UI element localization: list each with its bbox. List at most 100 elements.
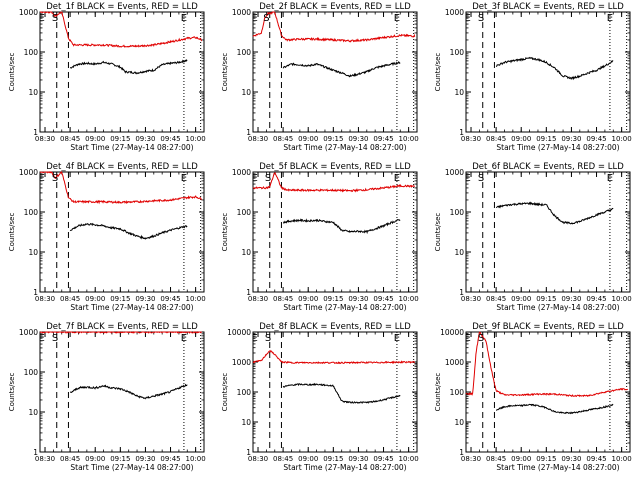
- x-tick-label: 08:45: [273, 455, 293, 463]
- event-marker-label: S: [265, 333, 271, 344]
- event-marker-label: E: [607, 13, 613, 24]
- panel-6: Det_6f BLACK = Events, RED = LLD Counts/s…: [434, 162, 632, 312]
- event-marker-label: S: [478, 13, 484, 24]
- event-marker-label: E: [252, 333, 258, 344]
- y-tick-label: 10: [454, 248, 464, 257]
- x-tick-label: 10:00: [612, 455, 632, 463]
- x-tick-label: 09:45: [160, 295, 180, 303]
- x-tick-label: 09:15: [536, 455, 556, 463]
- x-tick-label: 09:45: [586, 295, 606, 303]
- panel-7: Det_7f BLACK = Events, RED = LLD Counts/s…: [8, 322, 206, 472]
- event-marker-label: E: [465, 13, 471, 24]
- panel-5: Det_5f BLACK = Events, RED = LLD Counts/s…: [221, 162, 419, 312]
- x-tick-label: 09:30: [561, 295, 581, 303]
- chart-title: Det_7f BLACK = Events, RED = LLD: [46, 322, 198, 332]
- panel-9: Det_9f BLACK = Events, RED = LLD Counts/s…: [434, 322, 632, 472]
- y-axis-label: Counts/sec: [8, 53, 16, 92]
- x-tick-label: 08:45: [60, 295, 80, 303]
- x-axis-label: Start Time (27-May-14 08:27:00): [496, 463, 619, 472]
- x-axis-label: Start Time (27-May-14 08:27:00): [496, 303, 619, 312]
- x-tick-label: 09:00: [85, 295, 105, 303]
- y-tick-label: 1: [459, 128, 464, 137]
- y-tick-label: 10000: [440, 328, 464, 337]
- event-marker-label: E: [607, 333, 613, 344]
- chart-title: Det_8f BLACK = Events, RED = LLD: [259, 322, 411, 332]
- x-tick-label: 08:45: [273, 135, 293, 143]
- y-tick-label: 1: [33, 288, 38, 297]
- y-axis-label: Counts/sec: [434, 213, 442, 252]
- x-tick-label: 09:45: [160, 455, 180, 463]
- x-tick-label: 08:30: [461, 295, 481, 303]
- y-tick-label: 10: [28, 248, 38, 257]
- event-marker-label: E: [394, 173, 400, 184]
- x-tick-label: 08:30: [248, 295, 268, 303]
- x-tick-label: 10:00: [399, 295, 419, 303]
- red-lld-series-line: [252, 11, 416, 43]
- y-tick-label: 10: [241, 248, 251, 257]
- y-tick-label: 1: [246, 128, 251, 137]
- chart-title: Det_9f BLACK = Events, RED = LLD: [472, 322, 624, 332]
- y-axis-label: Counts/sec: [221, 213, 229, 252]
- y-tick-label: 10: [241, 418, 251, 427]
- y-tick-label: 100: [237, 388, 252, 397]
- x-tick-label: 09:00: [511, 295, 531, 303]
- event-marker-label: S: [478, 173, 484, 184]
- x-tick-label: 09:00: [85, 135, 105, 143]
- x-axis-label: Start Time (27-May-14 08:27:00): [283, 143, 406, 152]
- event-marker-label: E: [252, 173, 258, 184]
- y-tick-label: 10: [28, 408, 38, 417]
- event-marker-label: E: [39, 333, 45, 344]
- event-marker-label: E: [465, 173, 471, 184]
- x-tick-label: 10:00: [399, 455, 419, 463]
- y-tick-label: 1000: [19, 8, 38, 17]
- panel-4: Det_4f BLACK = Events, RED = LLD Counts/s…: [8, 162, 206, 312]
- x-tick-label: 08:30: [35, 295, 55, 303]
- x-tick-label: 09:00: [298, 135, 318, 143]
- event-marker-label: E: [181, 13, 187, 24]
- panel-2: Det_2f BLACK = Events, RED = LLD Counts/s…: [221, 2, 419, 152]
- y-tick-label: 1000: [445, 8, 464, 17]
- y-axis-label: Counts/sec: [434, 373, 442, 412]
- x-tick-label: 08:30: [248, 455, 268, 463]
- x-tick-label: 09:15: [323, 295, 343, 303]
- panel-1: Det_1f BLACK = Events, RED = LLD Counts/s…: [8, 2, 206, 152]
- x-tick-label: 09:30: [135, 455, 155, 463]
- chart-title: Det_6f BLACK = Events, RED = LLD: [472, 162, 624, 172]
- x-tick-label: 09:15: [536, 295, 556, 303]
- x-tick-label: 09:00: [298, 455, 318, 463]
- x-tick-label: 09:30: [348, 135, 368, 143]
- x-tick-label: 09:30: [348, 295, 368, 303]
- x-tick-label: 10:00: [186, 455, 206, 463]
- x-tick-label: 08:45: [486, 295, 506, 303]
- x-tick-label: 09:45: [373, 135, 393, 143]
- x-tick-label: 09:30: [561, 455, 581, 463]
- event-marker-label: S: [263, 13, 269, 24]
- x-axis-label: Start Time (27-May-14 08:27:00): [70, 303, 193, 312]
- chart-title: Det_2f BLACK = Events, RED = LLD: [259, 2, 411, 12]
- panel-8: Det_8f BLACK = Events, RED = LLD Counts/s…: [221, 322, 419, 472]
- y-tick-label: 100: [450, 208, 465, 217]
- y-axis-label: Counts/sec: [434, 53, 442, 92]
- x-tick-label: 08:45: [60, 135, 80, 143]
- black-events-series-line: [495, 201, 614, 225]
- x-tick-label: 10:00: [612, 295, 632, 303]
- red-lld-series-line: [40, 11, 203, 48]
- y-tick-label: 1: [246, 288, 251, 297]
- y-tick-label: 100: [24, 48, 39, 57]
- x-tick-label: 09:00: [511, 135, 531, 143]
- event-marker-label: S: [478, 333, 484, 344]
- y-axis-label: Counts/sec: [8, 213, 16, 252]
- x-axis-label: Start Time (27-May-14 08:27:00): [70, 463, 193, 472]
- y-tick-label: 100: [450, 388, 465, 397]
- black-events-series-line: [69, 383, 188, 400]
- x-tick-label: 09:15: [110, 135, 130, 143]
- x-tick-label: 09:15: [323, 455, 343, 463]
- y-tick-label: 1000: [445, 358, 464, 367]
- x-tick-label: 09:45: [586, 455, 606, 463]
- x-tick-label: 08:30: [461, 455, 481, 463]
- event-marker-label: E: [181, 333, 187, 344]
- x-tick-label: 08:45: [273, 295, 293, 303]
- plot-frame: [465, 11, 631, 133]
- chart-title: Det_3f BLACK = Events, RED = LLD: [472, 2, 624, 12]
